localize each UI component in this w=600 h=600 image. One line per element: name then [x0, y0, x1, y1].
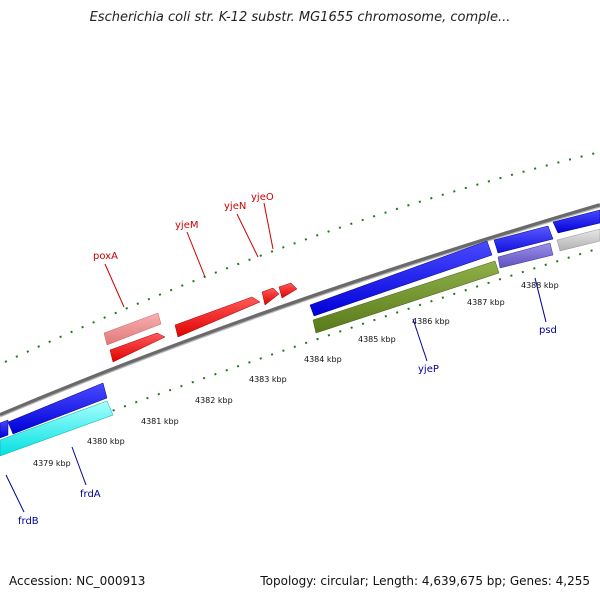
leader-poxA	[104, 263, 125, 308]
leader-yjeO	[263, 202, 274, 250]
leader-yjeN	[236, 213, 259, 258]
leader-yjeM	[186, 231, 206, 278]
gene-label-poxA: poxA	[93, 251, 118, 262]
tick-label: 4382 kbp	[195, 396, 233, 405]
gene-psd	[497, 242, 554, 269]
gene-poxA	[109, 332, 166, 363]
backbone-highlight	[0, 206, 600, 418]
tick-label: 4384 kbp	[304, 355, 342, 364]
gene-blue-mid	[309, 240, 493, 317]
leader-frdB	[5, 474, 25, 513]
leader-frdA	[71, 446, 87, 486]
leader-psd	[534, 277, 547, 323]
genome-summary: Topology: circular; Length: 4,639,675 bp…	[260, 574, 590, 588]
gene-frdA	[0, 400, 114, 457]
map-title: Escherichia coli str. K-12 substr. MG165…	[89, 10, 511, 25]
gene-yjeM	[174, 296, 261, 338]
gene-blue-right-2	[552, 209, 600, 234]
tick-label: 4388 kbp	[521, 281, 559, 290]
label-leaders	[5, 202, 547, 513]
gene-label-psd: psd	[539, 325, 557, 336]
gene-label-yjeP: yjeP	[418, 364, 439, 375]
gene-blue-left-2	[7, 382, 108, 435]
reverse-genes-row2	[0, 228, 600, 457]
leader-yjeP	[412, 318, 428, 362]
tick-label: 4379 kbp	[33, 459, 71, 468]
gene-yjeO	[278, 282, 298, 299]
tick-labels: 4379 kbp 4380 kbp 4381 kbp 4382 kbp 4383…	[33, 281, 559, 468]
accession-label: Accession: NC_000913	[9, 574, 146, 588]
tick-label: 4383 kbp	[249, 375, 287, 384]
gene-label-yjeN: yjeN	[224, 201, 246, 212]
tick-label: 4381 kbp	[141, 417, 179, 426]
forward-genes	[103, 282, 298, 363]
gene-yjeN	[261, 287, 280, 306]
gene-pink	[103, 312, 162, 346]
gene-label-yjeO: yjeO	[251, 192, 274, 203]
gene-grey	[556, 228, 600, 252]
tick-label: 4386 kbp	[412, 317, 450, 326]
backbone-line	[0, 203, 600, 417]
gene-yjeP	[312, 260, 500, 334]
tick-label: 4387 kbp	[467, 298, 505, 307]
tick-label: 4385 kbp	[358, 335, 396, 344]
gene-blue-right-1	[493, 225, 554, 254]
gene-label-frdB: frdB	[18, 516, 39, 527]
gene-blue-left-1	[0, 419, 9, 439]
tick-label: 4380 kbp	[87, 437, 125, 446]
reverse-genes-row1	[0, 209, 600, 439]
gene-label-yjeM: yjeM	[175, 220, 198, 231]
gene-label-frdA: frdA	[80, 489, 101, 500]
gene-labels: poxA yjeM yjeN yjeO frdB frdA yjeP psd	[18, 192, 557, 527]
